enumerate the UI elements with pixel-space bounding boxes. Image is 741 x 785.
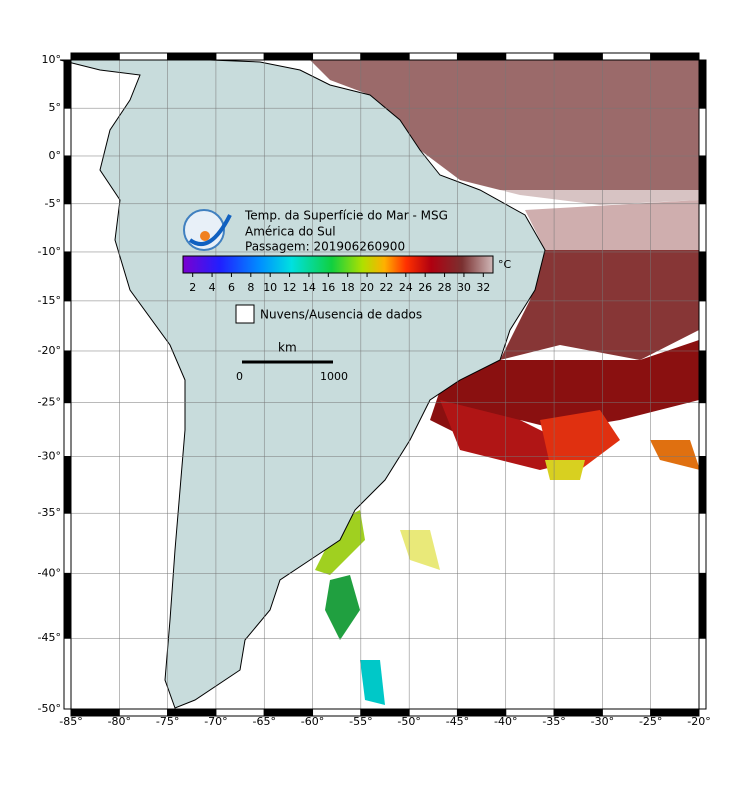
x-tick-label: -65° — [252, 715, 275, 728]
colorbar-label: 10 — [263, 281, 277, 294]
frame — [63, 512, 72, 574]
colorbar-label: 28 — [438, 281, 452, 294]
frame — [698, 59, 707, 109]
frame — [63, 203, 72, 253]
y-tick-label: -40° — [38, 566, 61, 579]
y-tick-label: 0° — [49, 149, 62, 162]
frame — [698, 512, 707, 574]
x-tick-label: -45° — [446, 715, 469, 728]
x-tick-label: -55° — [349, 715, 372, 728]
frame — [698, 300, 707, 352]
x-tick-label: -80° — [108, 715, 131, 728]
scale-start: 0 — [236, 370, 243, 383]
frame — [408, 52, 458, 61]
frame — [553, 52, 603, 61]
y-tick-label: -10° — [38, 245, 61, 258]
colorbar-label: 6 — [228, 281, 235, 294]
frame — [505, 52, 555, 61]
colorbar-label: 20 — [360, 281, 374, 294]
frame — [650, 52, 700, 61]
frame — [63, 59, 72, 109]
graticule — [70, 59, 700, 710]
y-tick-label: -45° — [38, 631, 61, 644]
frame — [263, 52, 314, 61]
colorbar-label: 30 — [457, 281, 471, 294]
continent — [59, 59, 546, 709]
legend-swatch — [235, 304, 255, 324]
y-tick-label: -50° — [38, 702, 61, 715]
colorbar-label: 32 — [476, 281, 490, 294]
frame — [63, 350, 72, 404]
frame — [118, 52, 169, 61]
frame — [698, 155, 707, 205]
colorbar-label: 2 — [189, 281, 196, 294]
colorbar-label: 18 — [341, 281, 355, 294]
frame — [698, 572, 707, 639]
frame — [698, 350, 707, 404]
frame — [456, 52, 507, 61]
frame — [63, 456, 72, 514]
frame — [63, 572, 72, 639]
subtitle: América do Sul — [245, 225, 336, 239]
colorbar-label: 8 — [247, 281, 254, 294]
colorbar-unit: °C — [498, 258, 512, 271]
x-tick-label: -30° — [591, 715, 614, 728]
frame — [650, 708, 700, 717]
colorbar-label: 14 — [302, 281, 316, 294]
y-tick-label: 5° — [49, 101, 62, 114]
x-tick-label: -75° — [156, 715, 179, 728]
x-tick-label: -85° — [59, 715, 82, 728]
y-tick-label: -35° — [38, 506, 61, 519]
x-tick-label: -25° — [639, 715, 662, 728]
x-tick-label: -20° — [687, 715, 710, 728]
y-tick-label: -5° — [45, 197, 61, 210]
y-tick-label: -15° — [38, 294, 61, 307]
scale-unit: km — [278, 341, 297, 355]
y-tick-label: -25° — [38, 396, 61, 409]
title: Temp. da Superfície do Mar - MSG — [244, 209, 448, 223]
y-tick-label: -30° — [38, 450, 61, 463]
frame — [360, 52, 410, 61]
colorbar-label: 26 — [418, 281, 432, 294]
x-tick-label: -40° — [494, 715, 517, 728]
frame — [601, 52, 652, 61]
frame — [698, 456, 707, 514]
y-tick-label: -20° — [38, 344, 61, 357]
frame — [698, 402, 707, 458]
colorbar-label: 24 — [399, 281, 413, 294]
frame — [167, 52, 217, 61]
frame — [63, 155, 72, 205]
frame — [215, 52, 265, 61]
logo — [183, 209, 232, 251]
frame — [698, 107, 707, 157]
frame — [698, 251, 707, 302]
colorbar-label: 22 — [379, 281, 393, 294]
colorbar-label: 4 — [209, 281, 216, 294]
frame — [698, 637, 707, 710]
y-tick-label: 10° — [42, 53, 62, 66]
frame — [63, 637, 72, 710]
frame — [70, 52, 120, 61]
colorbar — [182, 255, 494, 274]
colorbar-label: 12 — [283, 281, 297, 294]
frame — [63, 300, 72, 352]
pass-time: Passagem: 201906260900 — [245, 240, 405, 254]
x-tick-label: -35° — [542, 715, 565, 728]
frame — [698, 203, 707, 253]
x-tick-label: -50° — [397, 715, 420, 728]
frame — [63, 251, 72, 302]
frame — [312, 52, 362, 61]
frame — [63, 107, 72, 157]
x-tick-label: -70° — [204, 715, 227, 728]
scale-end: 1000 — [320, 370, 348, 383]
x-tick-label: -60° — [301, 715, 324, 728]
legend-label: Nuvens/Ausencia de dados — [260, 308, 422, 322]
colorbar-label: 16 — [321, 281, 335, 294]
frame — [63, 402, 72, 458]
